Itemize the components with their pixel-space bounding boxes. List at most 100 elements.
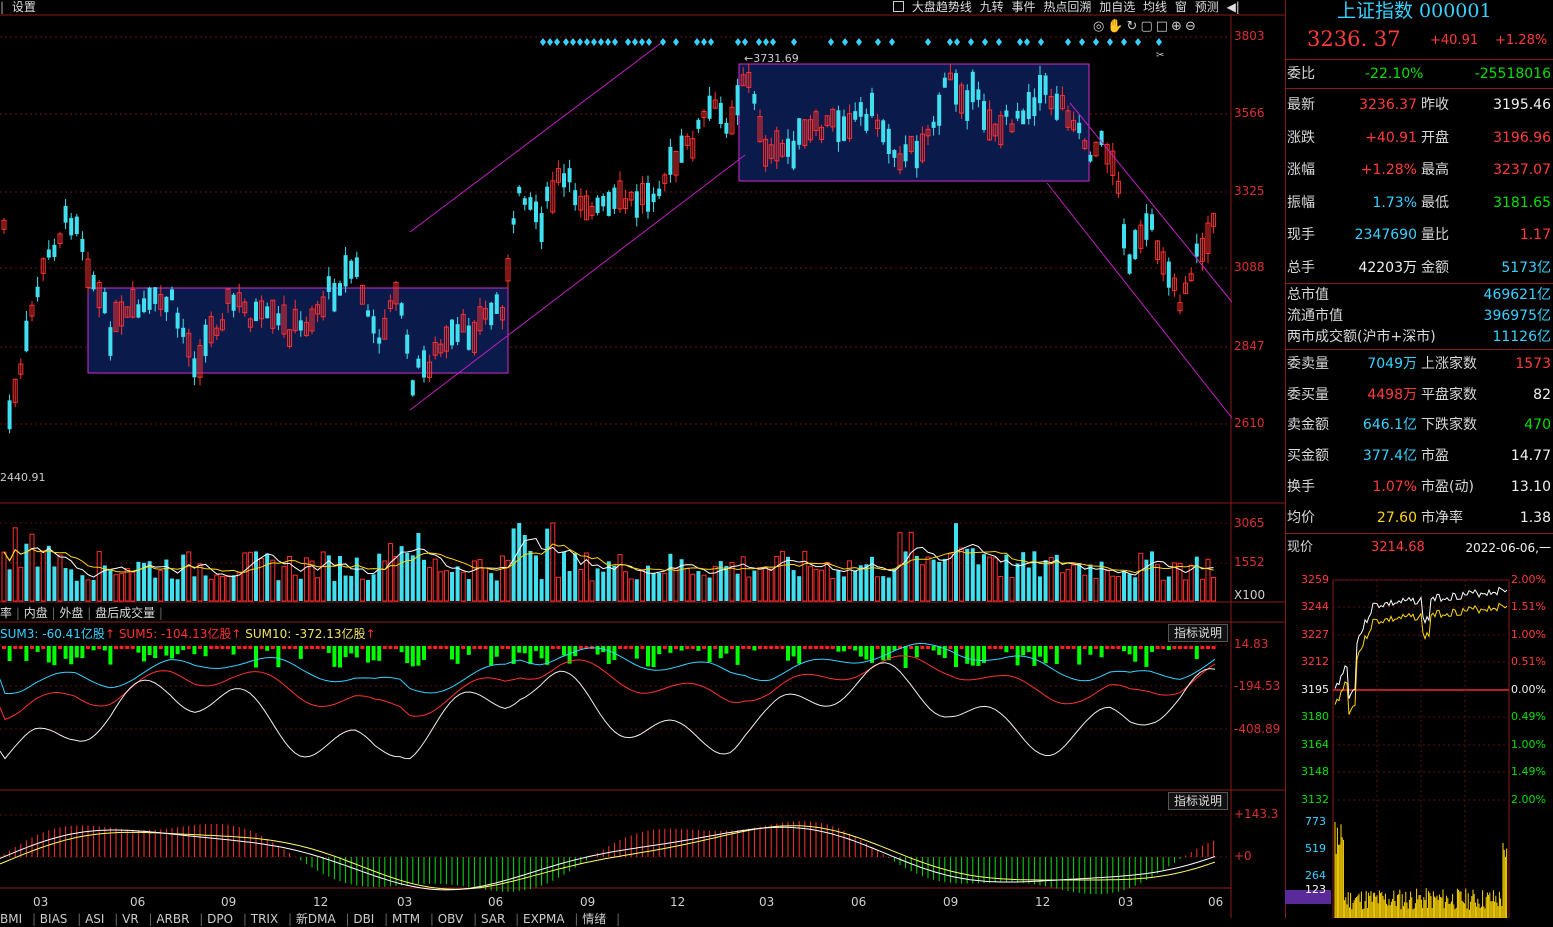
time-axis-label: 03 xyxy=(397,895,413,909)
volume-bar xyxy=(550,522,556,602)
candle-body xyxy=(499,306,505,321)
quote-row: 均价 27.60 市净率 1.38 xyxy=(1285,506,1553,530)
volume-bar xyxy=(589,580,595,602)
sum-bar xyxy=(830,646,835,649)
eye-icon[interactable]: ◎ xyxy=(1093,19,1108,34)
kline-chart-area[interactable]: ✂ xyxy=(0,0,1285,918)
volume-bar xyxy=(858,565,863,601)
tab-separator: | xyxy=(341,912,354,926)
hotspot-button[interactable]: 热点回溯 xyxy=(1043,0,1092,14)
indicator-tab[interactable]: DPO xyxy=(207,912,234,926)
tab-inner[interactable]: 内盘 xyxy=(23,606,48,620)
candle-body xyxy=(545,186,550,202)
volume-bar xyxy=(1199,578,1205,602)
volume-bar xyxy=(29,533,35,602)
indicator-tab[interactable]: MTM xyxy=(392,912,421,926)
indicator-tab[interactable]: VR xyxy=(122,912,139,926)
sum-bar xyxy=(46,646,51,663)
candle-body xyxy=(231,294,236,311)
trend-line xyxy=(1069,102,1233,303)
indicator-tab[interactable]: EXPMA xyxy=(523,912,565,926)
macd-help-button[interactable]: 指标说明 xyxy=(1168,792,1228,810)
tab-after-hours[interactable]: 盘后成交量 xyxy=(95,606,156,620)
volume-bar xyxy=(853,570,858,601)
indicator-tab[interactable]: 新DMA xyxy=(295,912,336,926)
sum-help-button[interactable]: 指标说明 xyxy=(1168,624,1228,642)
candle-body xyxy=(225,288,231,304)
sum-bar xyxy=(629,646,634,649)
settings-button[interactable]: 设置 xyxy=(11,0,36,14)
indicator-tab[interactable]: DBI xyxy=(353,912,375,926)
trend-line-button[interactable]: 大盘趋势线 xyxy=(911,0,972,14)
intraday-right-label: 1.00% xyxy=(1511,738,1546,751)
candle-body xyxy=(113,301,119,333)
volume-bar xyxy=(1093,577,1099,602)
volume-bar xyxy=(102,565,107,601)
volume-bar xyxy=(1122,571,1126,601)
candle-body xyxy=(712,99,718,109)
arrow-icon[interactable]: ◀| xyxy=(1226,0,1240,14)
volume-bar xyxy=(18,566,24,602)
volume-bar xyxy=(892,568,897,601)
volume-bar xyxy=(119,573,125,602)
hand-icon[interactable]: ✋ xyxy=(1107,19,1127,34)
volume-bar xyxy=(657,572,662,601)
sum-bar xyxy=(1206,646,1210,649)
window-button[interactable]: 窗 xyxy=(1174,0,1187,14)
add-watchlist-button[interactable]: 加自选 xyxy=(1099,0,1136,14)
volume-bar xyxy=(684,568,690,602)
candle-body xyxy=(1133,230,1138,260)
indicator-tab[interactable]: BMI xyxy=(0,912,23,926)
intraday-left-label: 3195 xyxy=(1301,683,1329,696)
candle-body xyxy=(298,320,303,331)
tab-rate[interactable]: 率 xyxy=(0,606,13,620)
volume-bar xyxy=(1188,564,1194,602)
intraday-right-label: 1.51% xyxy=(1511,600,1546,613)
volume-bar xyxy=(1144,559,1149,601)
lock-icon[interactable]: ▢ xyxy=(1140,19,1156,34)
refresh-icon[interactable]: ↻ xyxy=(1126,19,1141,34)
candle-body xyxy=(555,168,561,183)
ma-button[interactable]: 均线 xyxy=(1143,0,1168,14)
tab-outer[interactable]: 外盘 xyxy=(59,606,84,620)
sum-bar xyxy=(326,646,331,653)
candle-body xyxy=(786,138,790,157)
quote-row: 卖金额 646.1亿 下跌家数 470 xyxy=(1285,413,1553,437)
indicator-tab[interactable]: ASI xyxy=(85,912,105,926)
checkbox-icon[interactable] xyxy=(893,1,904,12)
candle-body xyxy=(236,292,242,308)
candle-body xyxy=(562,173,566,188)
indicator-tab[interactable]: 情绪 xyxy=(582,912,607,926)
square-icon[interactable]: □ xyxy=(1155,19,1172,34)
zoom-out-icon[interactable]: ⊖ xyxy=(1184,19,1199,34)
sum-bar xyxy=(58,646,62,649)
intraday-right-label: 1.00% xyxy=(1511,628,1546,641)
indicator-tab[interactable]: OBV xyxy=(437,912,464,926)
signal-diamond xyxy=(1079,38,1085,46)
sum-bar xyxy=(1038,646,1042,657)
volume-bar xyxy=(954,523,958,601)
candle-body xyxy=(1183,282,1189,295)
candle-body xyxy=(1155,240,1161,261)
forecast-button[interactable]: 预测 xyxy=(1194,0,1219,14)
indicator-tab[interactable]: ARBR xyxy=(156,912,190,926)
row-label: 委卖量 xyxy=(1287,356,1329,372)
candle-body xyxy=(623,198,629,210)
candle-body xyxy=(807,119,813,141)
candle-body xyxy=(387,300,393,309)
volume-bar xyxy=(757,567,763,602)
market-value: 11126亿 xyxy=(1492,329,1551,345)
event-button[interactable]: 事件 xyxy=(1011,0,1036,14)
zoom-in-icon[interactable]: ⊕ xyxy=(1171,19,1185,34)
indicator-tab[interactable]: BIAS xyxy=(39,912,68,926)
sum-bar xyxy=(758,646,762,649)
intraday-chart[interactable] xyxy=(1285,566,1553,918)
weicha-value: -25518016 xyxy=(1474,66,1551,82)
time-axis-label: 12 xyxy=(670,895,686,909)
candle-body xyxy=(925,128,931,137)
candle-body xyxy=(124,306,130,318)
indicator-tab[interactable]: TRIX xyxy=(250,912,279,926)
nine-turn-button[interactable]: 九转 xyxy=(979,0,1004,14)
sum-bar xyxy=(606,646,611,664)
indicator-tab[interactable]: SAR xyxy=(480,912,506,926)
